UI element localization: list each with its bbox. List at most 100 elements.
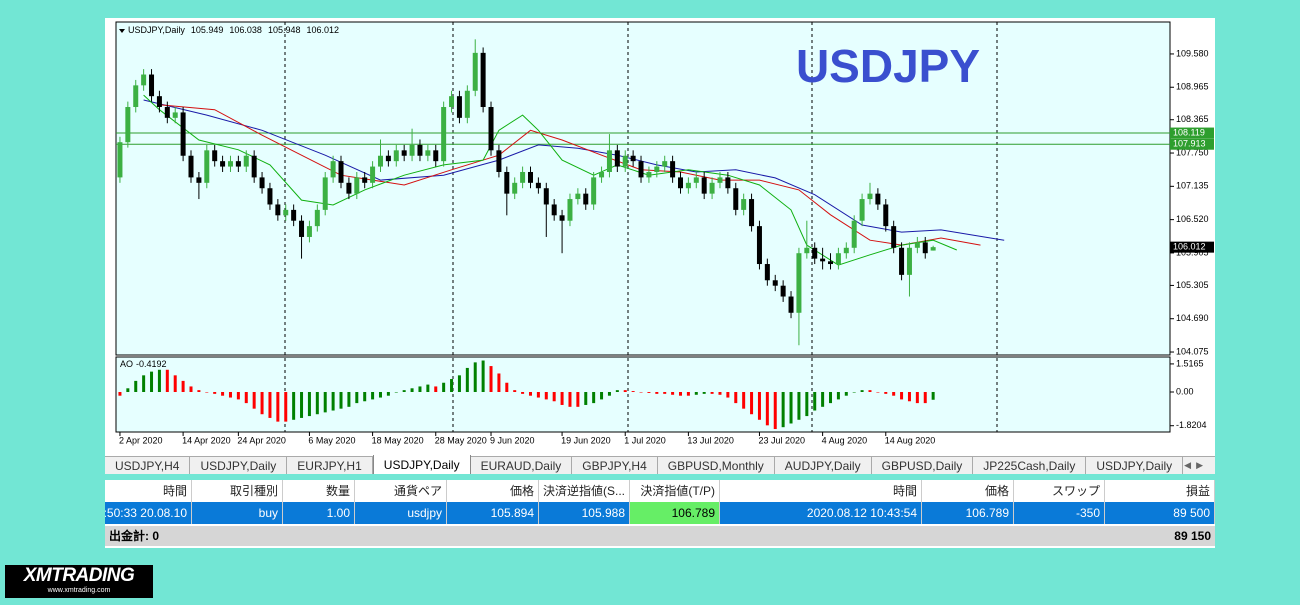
candle-body — [322, 177, 328, 210]
ao-bar — [189, 386, 193, 392]
y-tick-label: 107.135 — [1176, 181, 1209, 191]
ao-bar — [860, 390, 864, 392]
candle-body — [441, 107, 447, 162]
x-tick-label: 9 Jun 2020 — [490, 435, 535, 445]
price-pane — [115, 21, 1171, 356]
x-tick-label: 6 May 2020 — [308, 435, 355, 445]
indicator-title: AO -0.4192 — [120, 359, 167, 369]
ao-bar — [315, 392, 319, 415]
watermark: USDJPY — [796, 40, 980, 92]
chart-tab[interactable]: USDJPY,H4 — [105, 457, 191, 474]
candle-body — [338, 161, 344, 183]
ao-bar — [221, 392, 225, 396]
ao-bar — [528, 392, 532, 396]
candle-body — [654, 166, 660, 172]
candle-body — [141, 74, 147, 86]
candle-body — [914, 242, 920, 248]
candle-body — [370, 166, 376, 183]
ao-bar — [323, 392, 327, 413]
candle-body — [756, 226, 762, 265]
table-cell: usdjpy — [355, 502, 447, 524]
ao-bar — [402, 390, 406, 392]
chart-header: USDJPY,Daily 105.949 106.038 105.948 106.012 — [128, 25, 339, 35]
candle-body — [891, 226, 897, 248]
candle-body — [670, 161, 676, 178]
chart-tab[interactable]: EURJPY,H1 — [287, 457, 373, 474]
y-tick-label: 104.690 — [1176, 313, 1209, 323]
ohlc-value: 106.012 — [307, 25, 340, 35]
logo-name: XMTRADING — [23, 565, 135, 586]
ao-bar — [521, 392, 525, 394]
candle-body — [464, 90, 470, 118]
ao-bar — [742, 392, 746, 409]
candle-body — [930, 247, 936, 251]
ao-bar — [134, 380, 138, 392]
chart-tab[interactable]: JP225Cash,Daily — [973, 457, 1087, 474]
x-tick-label: 14 Apr 2020 — [182, 435, 231, 445]
candle-body — [575, 193, 581, 200]
ao-bar — [213, 392, 217, 394]
ao-bar — [165, 369, 169, 392]
ao-bar — [694, 392, 698, 395]
chart-tab[interactable]: GBPUSD,Daily — [872, 457, 974, 474]
ao-bar — [584, 392, 588, 405]
candle-body — [235, 161, 241, 167]
ao-bar — [663, 392, 667, 394]
symbol-period: USDJPY,Daily — [128, 25, 185, 35]
candle-body — [828, 261, 834, 265]
candle-body — [267, 188, 273, 205]
y-tick-label: 0.00 — [1176, 386, 1194, 396]
ao-bar — [907, 392, 911, 402]
ao-bar — [426, 384, 430, 392]
ao-bar — [544, 392, 548, 400]
chart-tab[interactable]: USDJPY,Daily — [1086, 457, 1184, 474]
candle-body — [835, 253, 841, 265]
ao-bar — [623, 390, 627, 392]
chart-tab[interactable]: USDJPY,Daily — [372, 455, 471, 474]
current-price-label: 106.012 — [1173, 242, 1206, 252]
candle-body — [251, 155, 257, 178]
x-tick-label: 19 Jun 2020 — [561, 435, 611, 445]
candle-body — [820, 258, 826, 262]
candle-body — [488, 107, 494, 151]
chart-tab[interactable]: USDJPY,Daily — [190, 457, 288, 474]
candle-body — [559, 215, 565, 221]
candle-body — [843, 247, 849, 254]
ao-bar — [244, 392, 248, 404]
ao-bar — [497, 373, 501, 392]
logo-url: www.xmtrading.com — [47, 587, 111, 594]
table-cell: 価格 — [447, 480, 539, 502]
ao-bar — [410, 388, 414, 392]
ohlc-value: 105.948 — [268, 25, 301, 35]
candle-body — [212, 150, 218, 162]
chart-tab[interactable]: AUDJPY,Daily — [775, 457, 872, 474]
chart-tab[interactable]: GBPJPY,H4 — [572, 457, 658, 474]
table-row[interactable]: 20.08.10 09:50:33buy1.00usdjpy105.894105… — [105, 502, 1215, 524]
table-cell: 時間 — [105, 480, 192, 502]
ao-bar — [394, 392, 398, 393]
tab-scroll[interactable]: ◀ ▶ — [1184, 460, 1203, 470]
table-cell: 105.894 — [447, 502, 539, 524]
candle-body — [614, 150, 620, 167]
ao-bar — [442, 382, 446, 392]
candle-body — [678, 177, 684, 189]
chart-tabs: USDJPY,H4 USDJPY,Daily EURJPY,H1 USDJPY,Dai… — [105, 455, 1215, 474]
ao-bar — [536, 392, 540, 398]
table-footer: 出金計: 0 89 150 — [105, 526, 1215, 546]
table-cell: -350 — [1014, 502, 1105, 524]
table-cell: 決済逆指値(S... — [539, 480, 630, 502]
x-tick-label: 18 May 2020 — [372, 435, 424, 445]
chart-tab[interactable]: EURAUD,Daily — [471, 457, 573, 474]
y-tick-label: 108.365 — [1176, 114, 1209, 124]
table-cell: 取引種別 — [192, 480, 283, 502]
ao-bar — [915, 392, 919, 404]
candle-body — [693, 177, 699, 183]
table-cell: buy — [192, 502, 283, 524]
chart-tab[interactable]: GBPUSD,Monthly — [658, 457, 775, 474]
candle-body — [330, 161, 336, 178]
x-tick-label: 4 Aug 2020 — [822, 435, 868, 445]
ao-bar — [552, 392, 556, 402]
candle-body — [259, 177, 265, 189]
table-cell: 106.789 — [922, 502, 1014, 524]
candle-body — [883, 204, 889, 227]
